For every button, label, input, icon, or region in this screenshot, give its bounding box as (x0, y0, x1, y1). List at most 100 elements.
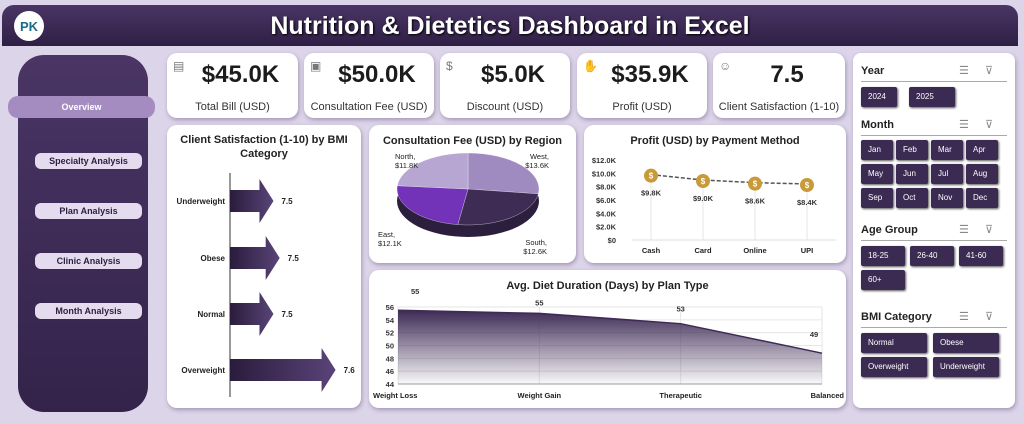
logo-text: PK (19, 18, 39, 34)
multi-select-icon[interactable]: ☰ (959, 311, 969, 323)
slicer-bmi-normal[interactable]: Normal (861, 333, 927, 353)
bar-arrow (230, 292, 274, 336)
x-tick-label: Online (743, 246, 766, 255)
slicer-bmi-underweight[interactable]: Underweight (933, 357, 999, 377)
slicer-month-jan[interactable]: Jan (861, 140, 893, 160)
kpi-label: Client Satisfaction (1-10) (718, 101, 840, 113)
clear-filter-icon[interactable]: ⊽ (985, 65, 994, 77)
data-label: 7.5 (288, 254, 300, 263)
x-tick-label: Card (694, 246, 712, 255)
money-bag-symbol: $ (701, 177, 706, 186)
category-label: Overweight (181, 366, 225, 375)
region-pie-chart: West,$13.6K South,$12.6K East,$12.1K North,… (378, 152, 549, 256)
slicer-month-aug[interactable]: Aug (966, 164, 998, 184)
people-icon: ☺ (719, 59, 732, 73)
x-tick-label: Cash (642, 246, 661, 255)
data-label: 7.5 (281, 197, 293, 206)
pie-label-value: $11.8K (395, 161, 418, 170)
chart-title: Profit (USD) by Payment Method (630, 135, 800, 147)
slicer-age-26-40[interactable]: 26-40 (910, 246, 954, 266)
slicer-month-mar[interactable]: Mar (931, 140, 963, 160)
x-tick-label: Therapeutic (659, 391, 702, 400)
nav-month-analysis[interactable]: Month Analysis (35, 303, 142, 319)
y-tick-label: 52 (386, 329, 394, 338)
satisfaction-chart: Underweight 7.5 Obese 7.5 Normal 7.5 Overweigh… (177, 173, 355, 397)
category-label: Underweight (177, 197, 226, 206)
plan-area-chart: 44 46 48 50 52 54 56 55 Weight Loss 55 Weight Gain… (373, 287, 845, 400)
multi-select-icon[interactable]: ☰ (959, 65, 969, 77)
nav-clinic-analysis[interactable]: Clinic Analysis (35, 253, 142, 269)
area-fill (398, 310, 822, 384)
slicer-bmi-title: BMI Category (861, 311, 932, 323)
slicer-month-sep[interactable]: Sep (861, 188, 893, 208)
x-tick-label: Balanced (811, 391, 845, 400)
data-label: 7.5 (281, 310, 293, 319)
x-tick-label: UPI (801, 246, 814, 255)
chart-region-card: Consultation Fee (USD) by Region West, $1… (369, 125, 576, 263)
pie-label-name: South, (525, 238, 547, 247)
kpi-label: Total Bill (USD) (195, 101, 270, 113)
y-tick-label: 44 (386, 380, 395, 389)
slicer-month-oct[interactable]: Oct (896, 188, 928, 208)
slicer-month-title: Month (861, 119, 894, 131)
slicer-month-nov[interactable]: Nov (931, 188, 963, 208)
bar-arrow (230, 179, 274, 223)
clear-filter-icon[interactable]: ⊽ (985, 224, 994, 236)
slicer-month-jul[interactable]: Jul (931, 164, 963, 184)
divider (861, 81, 1007, 82)
x-tick-label: Weight Loss (373, 391, 417, 400)
kpi-label: Consultation Fee (USD) (310, 101, 428, 113)
slicer-bmi-obese[interactable]: Obese (933, 333, 999, 353)
y-tick-label: $6.0K (596, 196, 617, 205)
y-tick-label: 48 (386, 354, 394, 363)
slicer-month-apr[interactable]: Apr (966, 140, 998, 160)
chart-satisfaction-card: Client Satisfaction (1-10) by BMI Catego… (167, 125, 361, 408)
kpi-discount: $ $5.0K Discount (USD) (440, 53, 570, 118)
slicer-age-60-plus[interactable]: 60+ (861, 270, 905, 290)
slicer-month-jun[interactable]: Jun (896, 164, 928, 184)
bar-arrow (230, 348, 336, 392)
y-tick-label: 46 (386, 367, 394, 376)
pie-slice (457, 188, 539, 226)
y-tick-label: $10.0K (592, 169, 617, 178)
nav-overview[interactable]: Overview (8, 96, 155, 118)
bar-arrow (230, 236, 280, 280)
slicer-age-18-25[interactable]: 18-25 (861, 246, 905, 266)
pie-label-name: North, (395, 152, 415, 161)
pie-label-name: East, (378, 230, 395, 239)
kpi-value: $50.0K (338, 61, 416, 88)
slicer-month-feb[interactable]: Feb (896, 140, 928, 160)
money-bag-icon: $ (446, 59, 453, 73)
divider (861, 327, 1007, 328)
clear-filter-icon[interactable]: ⊽ (985, 311, 994, 323)
kpi-value: $5.0K (480, 61, 546, 88)
slicer-month-dec[interactable]: Dec (966, 188, 998, 208)
logo: PK (14, 11, 44, 41)
slicer-year-2025[interactable]: 2025 (909, 87, 955, 107)
pie-label-value: $12.1K (378, 239, 402, 248)
multi-select-icon[interactable]: ☰ (959, 224, 969, 236)
chart-payment-card: Profit (USD) by Payment Method $0 $2.0K $4… (584, 125, 846, 263)
category-label: Normal (197, 310, 225, 319)
hand-money-icon: ✋ (583, 59, 598, 73)
slicer-bmi-overweight[interactable]: Overweight (861, 357, 927, 377)
slicer-year-title: Year (861, 65, 885, 77)
data-label: $9.0K (693, 194, 714, 203)
money-bag-symbol: $ (805, 181, 810, 190)
profit-line (650, 173, 808, 185)
clear-filter-icon[interactable]: ⊽ (985, 119, 994, 131)
y-tick-label: 56 (386, 303, 394, 312)
slicer-age-41-60[interactable]: 41-60 (959, 246, 1003, 266)
multi-select-icon[interactable]: ☰ (959, 119, 969, 131)
data-label: 55 (411, 287, 419, 296)
money-bag-icon (644, 168, 658, 183)
page-title: Nutrition & Dietetics Dashboard in Excel (270, 12, 750, 40)
nav-specialty-analysis[interactable]: Specialty Analysis (35, 153, 142, 169)
kpi-total-bill: ▤ $45.0K Total Bill (USD) (167, 53, 298, 118)
pie-label-value: $12.6K (523, 247, 547, 256)
pie-slice (396, 185, 469, 225)
pie-slice (467, 152, 540, 194)
nav-plan-analysis[interactable]: Plan Analysis (35, 203, 142, 219)
slicer-year-2024[interactable]: 2024 (861, 87, 897, 107)
slicer-month-may[interactable]: May (861, 164, 893, 184)
